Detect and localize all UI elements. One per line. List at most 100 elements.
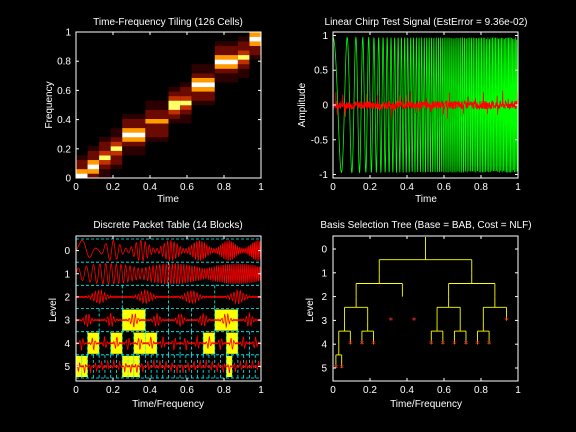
tiling-cell [168,118,181,124]
tiling-cell [110,141,123,147]
tree-leaf-marker: * [389,316,394,326]
tiling-cell [122,141,146,147]
tiling-cell [191,68,215,74]
tiling-cell [214,63,238,69]
packet-block [145,332,157,354]
tiling-cell [99,155,111,161]
tree-y-ticks: 0 1 2 3 4 5 [321,245,518,375]
tiling-cell [110,159,123,165]
tiling-cell [87,173,100,179]
tiling-cell [122,132,146,138]
tiling-cell [87,146,100,151]
tiling-cell [168,109,181,115]
tiling-cell [180,118,192,124]
tiling-cell [180,105,192,110]
tiling-cell [249,41,261,46]
tiling-cell [214,73,238,78]
tiling-cell [87,155,100,161]
packet-trace [75,334,262,352]
tiling-cell [237,54,250,60]
tiling-xtick-label: 0.8 [217,182,231,193]
packet-block [203,332,215,354]
tree-leaf-marker: * [334,364,339,374]
tree-xtick-label: 0.4 [400,385,414,396]
packets-ytick-label: 1 [64,269,70,280]
tiling-cells [76,32,261,179]
signal-xtick-label: 0 [330,182,336,193]
tiling-cell [122,114,146,119]
packets-axes-frame [75,235,262,382]
tree-ytick-label: 5 [321,364,327,375]
tiling-cell [87,159,100,165]
tree-xtick-label: 0.2 [363,385,377,396]
tiling-cell [145,136,169,142]
tiling-cell [237,68,250,74]
panel-tree: Basis Selection Tree (Base = BAB, Cost =… [305,220,532,410]
tree-xtick-label: 0 [330,385,336,396]
tiling-xtick-label: 0.6 [180,182,194,193]
packets-ytick-label: 5 [64,362,70,373]
tiling-cell [99,136,111,142]
tiling-cell [249,32,261,37]
tiling-cell [249,45,261,51]
tiling-cell [76,155,88,161]
tiling-cell [76,168,88,174]
tiling-xtick-label: 0.4 [143,182,157,193]
signal-xlabel: Time [415,194,437,205]
tiling-cell [145,109,169,115]
packets-xtick-label: 0 [73,385,79,396]
packets-y-ticks: 0 1 2 3 4 5 [64,246,261,373]
tiling-cell [237,73,250,78]
tiling-axes-frame [75,31,262,179]
tiling-cell [145,100,169,106]
tiling-cell [168,95,181,101]
packets-ytick-label: 0 [64,246,70,257]
tiling-cell [249,50,261,56]
signal-ytick-label: -1 [319,170,328,181]
packet-block [133,355,140,377]
tree-leaf-marker: * [429,340,434,350]
tiling-cell [145,123,169,129]
tree-leaf-marker: * [441,340,446,350]
tree-xtick-label: 0.6 [437,385,451,396]
tree-plot: * ** * ** ** * * * * ** [334,237,509,374]
tiling-cell [145,105,169,110]
signal-chirp-line [332,36,519,174]
tiling-cell [122,127,146,133]
tiling-cell [237,50,250,56]
packet-trace [75,239,262,263]
tree-leaf-marker: * [452,340,457,350]
tiling-xtick-label: 1 [258,182,264,193]
tree-xtick-label: 1 [515,385,521,396]
tiling-cell [214,77,238,83]
tiling-cell [87,164,100,170]
signal-ytick-label: 1 [322,31,328,42]
packet-block [214,309,238,331]
tiling-cell [110,136,123,142]
tiling-cell [237,45,250,51]
tiling-ytick-label: 0.2 [57,144,71,155]
tiling-cell [87,168,100,174]
tiling-cell [191,100,215,106]
tiling-cell [99,173,111,179]
packets-x-ticks: 0 0.2 0.4 0.6 0.8 1 [73,236,264,396]
tree-x-ticks: 0 0.2 0.4 0.6 0.8 1 [330,236,521,396]
packets-ylabel: Level [48,298,59,322]
tiling-cell [237,59,250,65]
tiling-cell [99,150,111,156]
tiling-ytick-label: 1 [65,28,71,39]
panel-signal: Linear Chirp Test Signal (EstError = 9.3… [297,17,527,205]
packets-ytick-label: 2 [64,292,70,303]
tiling-xtick-label: 0 [73,182,79,193]
tree-ytick-label: 4 [321,340,327,351]
tiling-cell [249,54,261,60]
tiling-cell [122,146,146,151]
tree-ytick-label: 3 [321,316,327,327]
tiling-cell [168,91,181,97]
tree-title: Basis Selection Tree (Base = BAB, Cost =… [320,220,531,231]
tiling-cell [168,105,181,110]
signal-ytick-label: 0 [322,101,328,112]
packet-block [110,332,123,354]
signal-ylabel: Amplitude [297,82,308,127]
